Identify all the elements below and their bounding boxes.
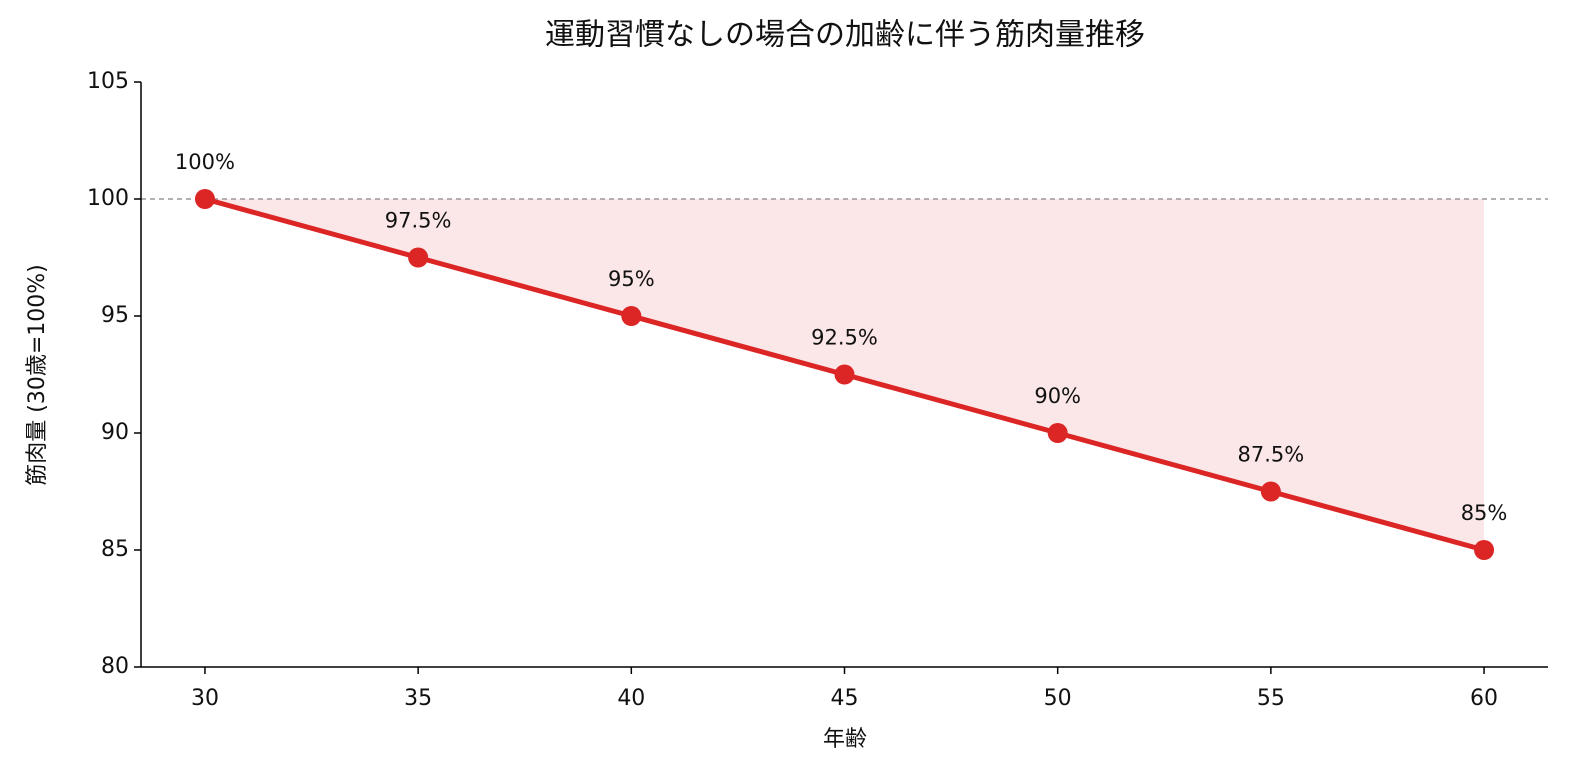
y-tick-label: 100 <box>87 186 129 211</box>
point <box>194 189 215 209</box>
x-tick-label: 55 <box>1257 686 1285 711</box>
value-label: 97.5% <box>385 209 452 233</box>
x-tick-label: 50 <box>1044 686 1072 711</box>
y-tick-label: 85 <box>101 537 129 562</box>
y-tick-label: 80 <box>101 654 129 679</box>
x-tick-label: 30 <box>191 686 219 711</box>
value-label: 100% <box>175 150 235 174</box>
x-axis-label: 年齢 <box>823 727 867 752</box>
value-label: 85% <box>1461 501 1508 525</box>
point <box>1260 481 1281 502</box>
value-label: 87.5% <box>1238 443 1305 467</box>
x-tick-label: 60 <box>1470 686 1498 711</box>
point <box>834 364 855 385</box>
y-tick-label: 90 <box>101 420 129 445</box>
x-tick-label: 35 <box>404 686 432 711</box>
chart-title: 運動習慣なしの場合の加齢に伴う筋肉量推移 <box>545 18 1145 53</box>
x-tick-label: 40 <box>617 686 645 711</box>
y-axis-label: 筋肉量 (30歳=100%) <box>25 264 50 485</box>
point <box>621 306 642 326</box>
value-label: 95% <box>608 267 655 291</box>
x-tick-label: 45 <box>831 686 859 711</box>
point <box>408 247 429 268</box>
y-tick-label: 95 <box>101 303 129 328</box>
point <box>1047 423 1068 443</box>
point <box>1474 540 1495 560</box>
value-label: 92.5% <box>811 326 878 350</box>
y-tick-label: 105 <box>87 69 129 94</box>
value-label: 90% <box>1034 384 1081 408</box>
